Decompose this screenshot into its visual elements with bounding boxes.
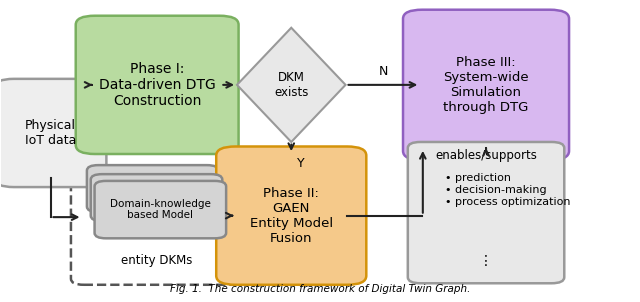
Text: Fig. 1.  The construction framework of Digital Twin Graph.: Fig. 1. The construction framework of Di… <box>170 284 470 294</box>
Text: Domain-knowledge: Domain-knowledge <box>106 184 200 194</box>
Text: Y: Y <box>297 156 305 169</box>
FancyBboxPatch shape <box>216 146 366 285</box>
Text: Physical
IoT data: Physical IoT data <box>25 119 76 147</box>
Text: enables/supports: enables/supports <box>435 149 537 162</box>
Polygon shape <box>237 28 346 142</box>
Text: • prediction
• decision-making
• process optimization: • prediction • decision-making • process… <box>445 173 570 207</box>
FancyBboxPatch shape <box>87 165 218 212</box>
FancyBboxPatch shape <box>91 174 222 221</box>
FancyBboxPatch shape <box>0 79 106 187</box>
Text: Domain-knowledge: Domain-knowledge <box>109 193 204 203</box>
Text: DKM
exists: DKM exists <box>274 71 308 99</box>
Text: Phase II:
GAEN
Entity Model
Fusion: Phase II: GAEN Entity Model Fusion <box>250 187 333 245</box>
Text: ⋮: ⋮ <box>479 254 493 268</box>
FancyBboxPatch shape <box>95 181 226 238</box>
Text: Phase III:
System-wide
Simulation
through DTG: Phase III: System-wide Simulation throug… <box>444 56 529 114</box>
Text: N: N <box>379 65 388 78</box>
FancyBboxPatch shape <box>403 10 569 160</box>
FancyBboxPatch shape <box>76 16 239 154</box>
Text: Phase I:
Data-driven DTG
Construction: Phase I: Data-driven DTG Construction <box>99 62 216 108</box>
Text: Domain-knowledge
based Model: Domain-knowledge based Model <box>110 199 211 220</box>
FancyBboxPatch shape <box>408 142 564 283</box>
Text: entity DKMs: entity DKMs <box>122 254 193 267</box>
